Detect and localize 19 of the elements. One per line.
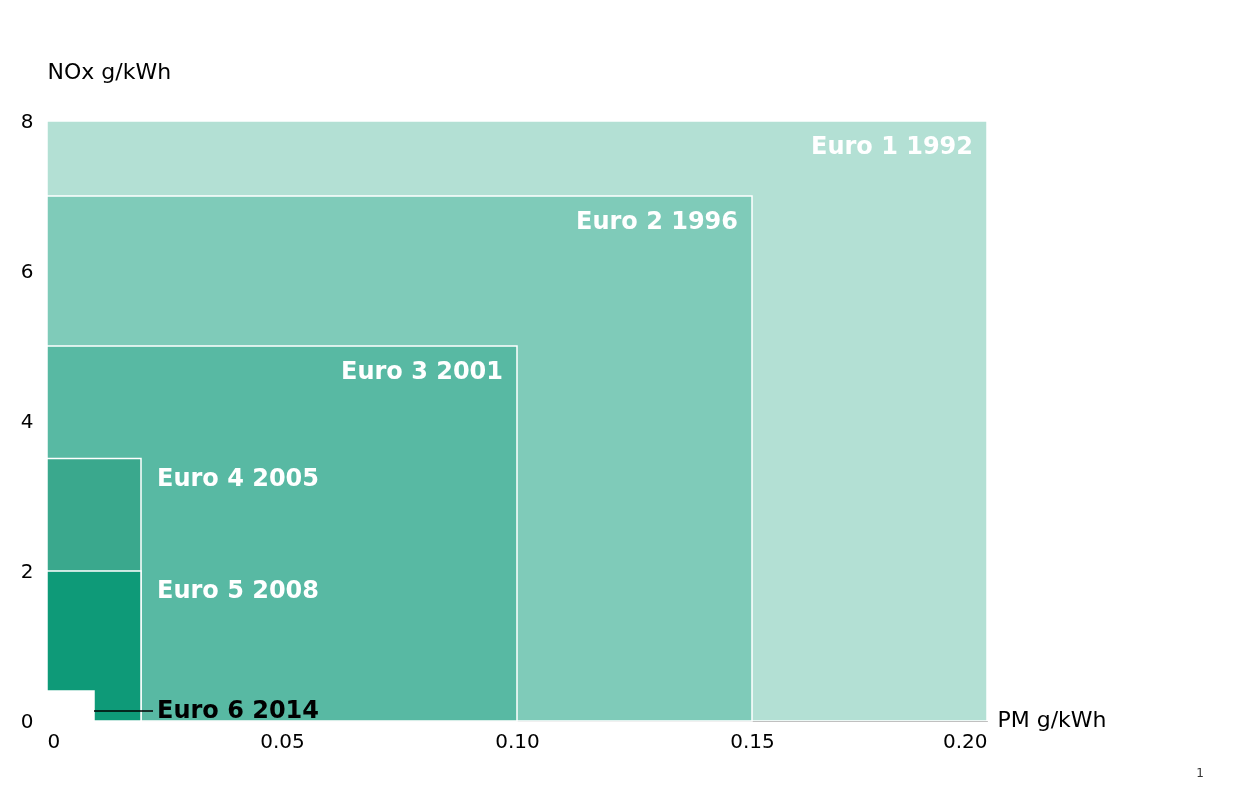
series-label: Euro 1 1992 <box>810 132 973 160</box>
x-axis-title: PM g/kWh <box>997 706 1107 732</box>
y-axis-title: NOx g/kWh <box>47 58 172 84</box>
x-tick-label: 0 <box>47 728 61 753</box>
series-label: Euro 3 2001 <box>340 357 503 385</box>
series-label: Euro 4 2005 <box>157 463 320 492</box>
y-tick-label: 0 <box>20 708 34 733</box>
y-tick-label: 2 <box>20 558 34 583</box>
y-tick-label: 6 <box>20 258 34 283</box>
text: Euro 6 2014 <box>157 696 320 724</box>
series-label: Euro 2 1996 <box>575 207 738 235</box>
y-tick-label: 8 <box>20 108 34 133</box>
x-tick-label: 0.05 <box>260 728 305 753</box>
x-tick-label: 0.15 <box>730 728 775 753</box>
y-tick-label: 4 <box>20 408 34 433</box>
x-tick-label: 0.20 <box>942 728 988 753</box>
text: 1 <box>1196 766 1204 780</box>
series-label: Euro 5 2008 <box>157 576 320 604</box>
x-tick-label: 0.10 <box>495 728 540 753</box>
